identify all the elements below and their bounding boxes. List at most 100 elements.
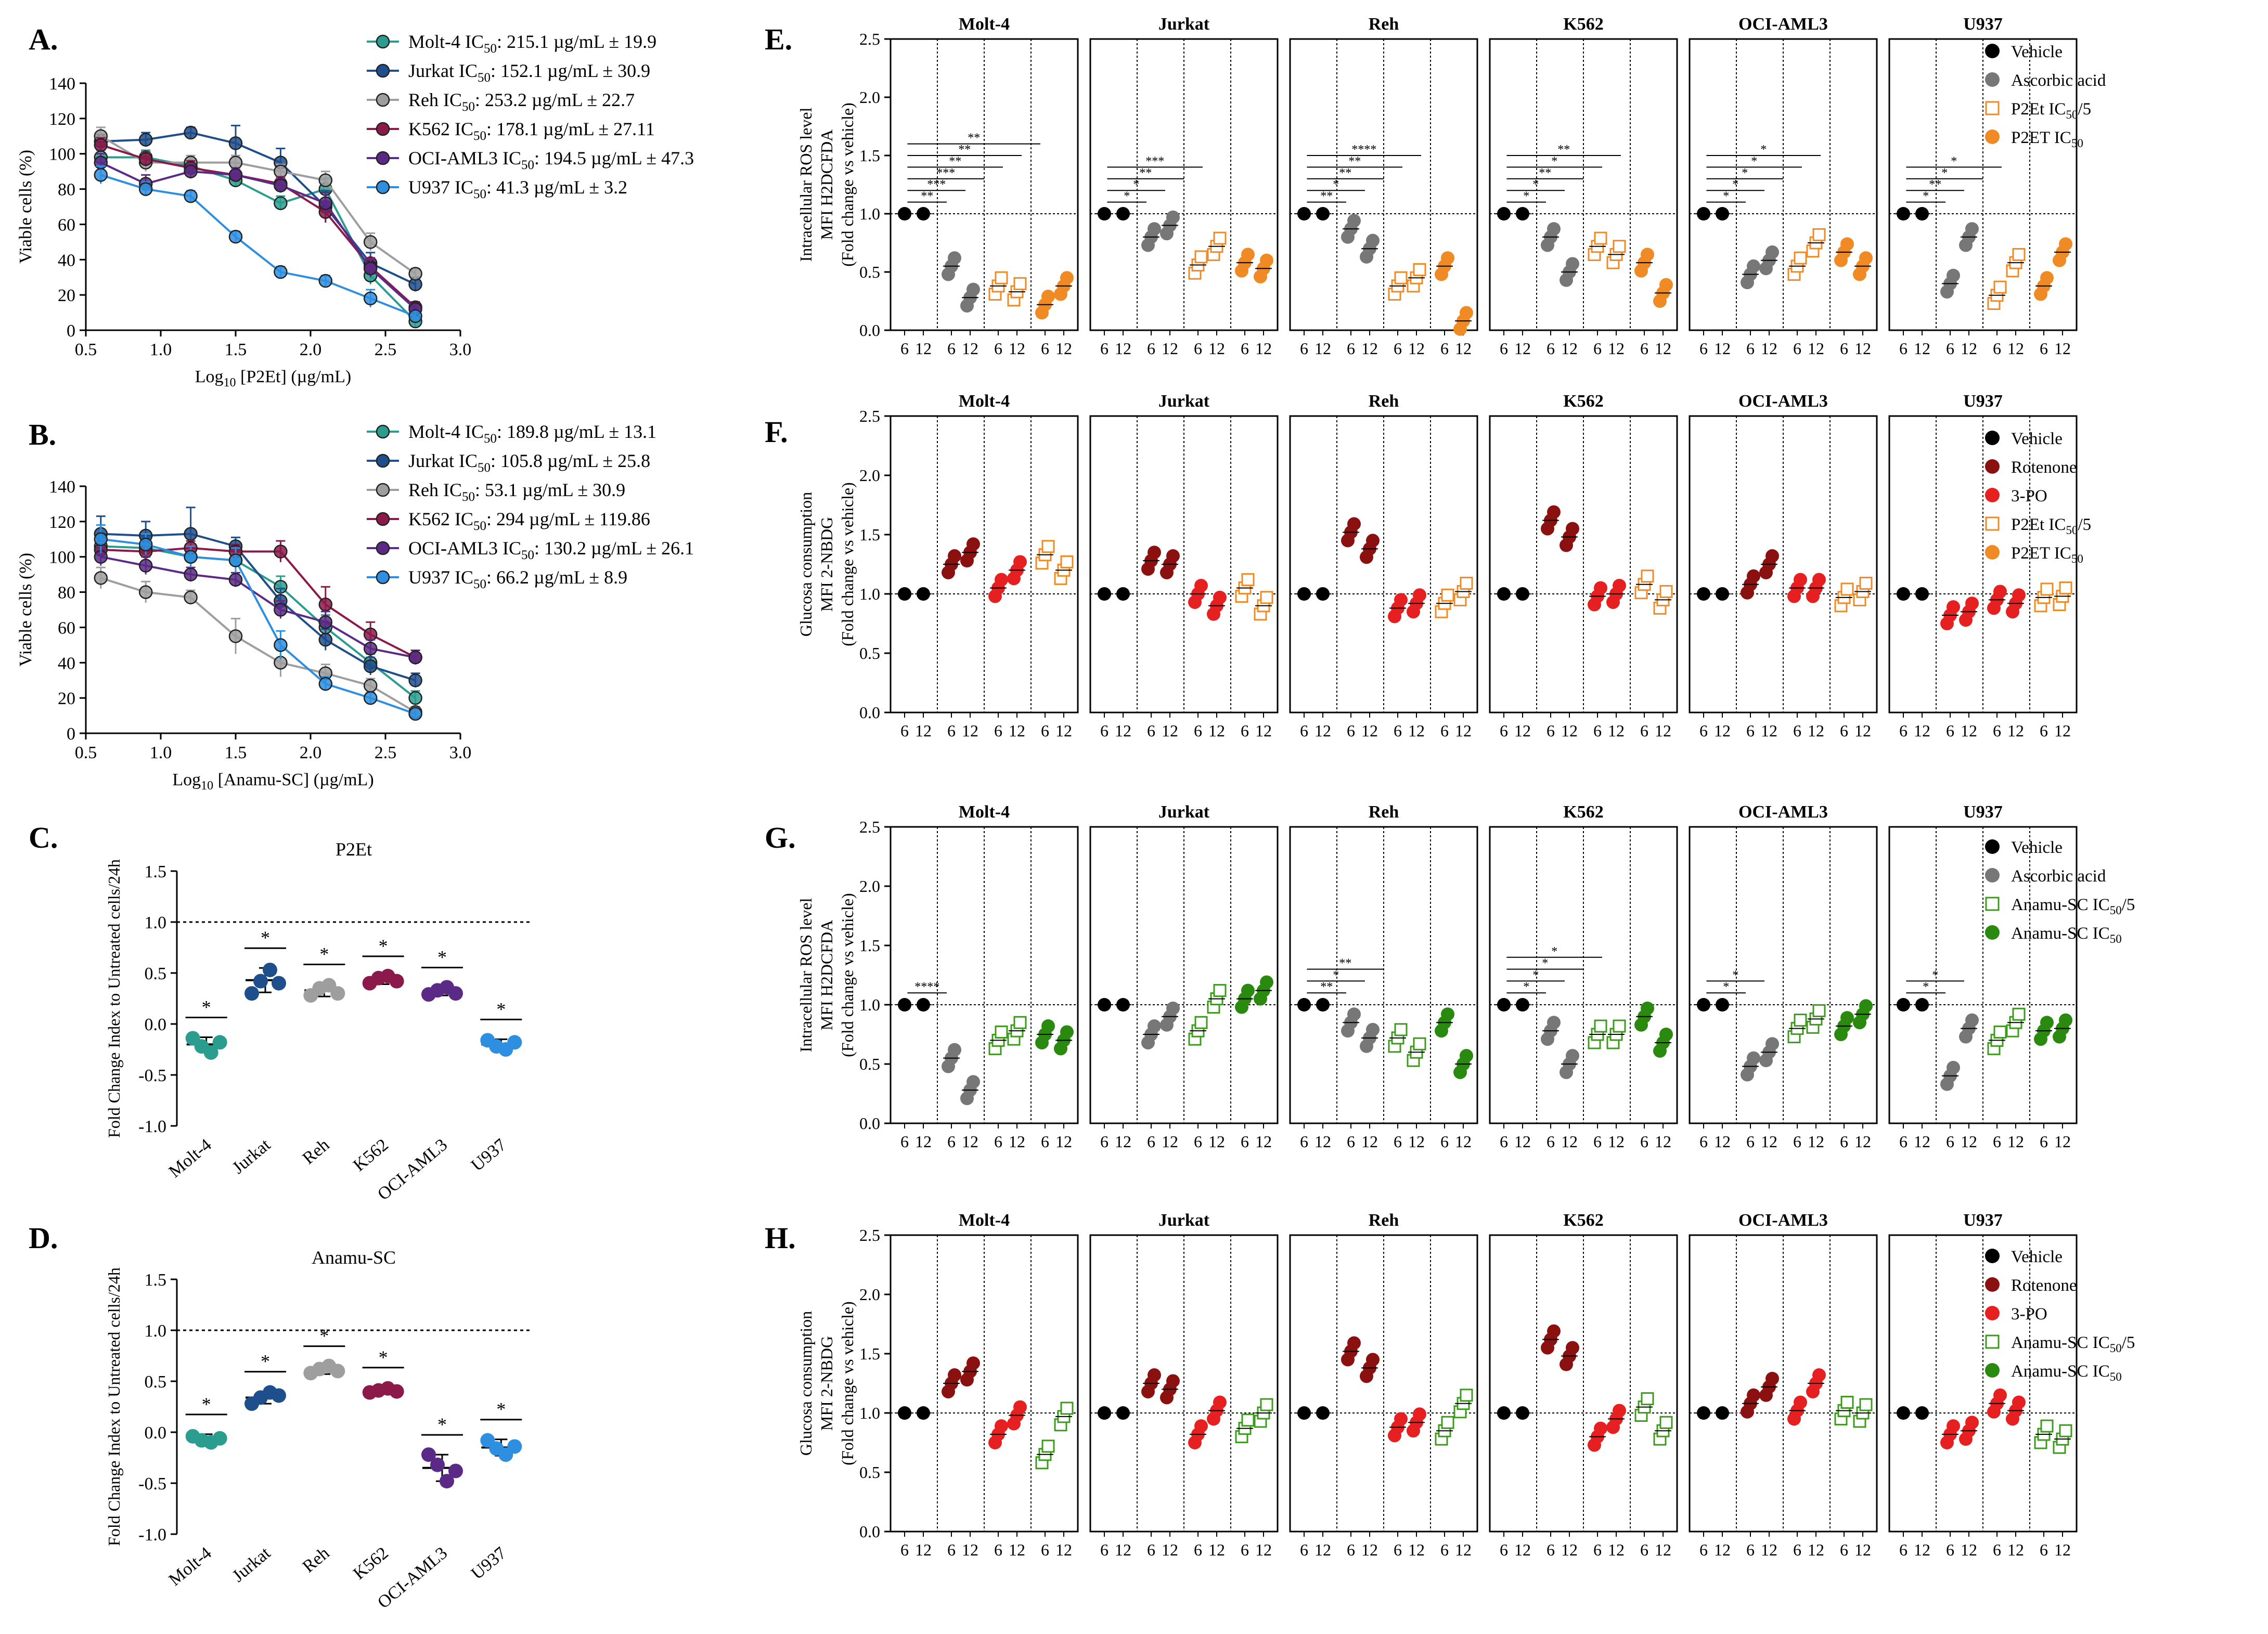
x-tick-label: 2.0 — [300, 743, 322, 762]
x-tick-label: 12 — [1854, 1540, 1871, 1559]
facet-jurkat: Jurkat 6 12 6 12 6 12 6 12 — [1089, 392, 1279, 740]
x-tick-label: 6 — [1746, 1132, 1755, 1151]
x-tick-label: 6 — [1993, 339, 2001, 358]
significance-mark: ** — [1539, 166, 1551, 180]
data-point — [1947, 1419, 1960, 1433]
significance-mark: ** — [958, 143, 971, 157]
facet-title: Jurkat — [1158, 1211, 1210, 1230]
y-tick-label: 0.0 — [859, 1522, 880, 1541]
x-tick-label: 12 — [1761, 721, 1777, 740]
facet-oci-aml3: OCI-AML3 6 12 6 12 6 12 6 12 — [1689, 1211, 1878, 1559]
data-point — [1613, 1404, 1626, 1418]
data-point — [1013, 1400, 1027, 1414]
legend-label: Anamu-SC IC50/5 — [2011, 896, 2135, 917]
y-tick-label: 0.0 — [859, 321, 880, 340]
data-point — [363, 641, 378, 656]
category-jurkat: * Jurkat — [229, 927, 286, 1178]
significance-mark: ** — [921, 190, 933, 203]
x-tick-label: 12 — [1455, 1132, 1472, 1151]
y-tick-label: 120 — [49, 513, 75, 532]
data-point — [1041, 290, 1055, 304]
data-point — [1166, 549, 1180, 563]
legend-label: Anamu-SC IC50 — [2011, 1362, 2122, 1383]
category-oci-aml3: *OCI-AML3 — [374, 946, 463, 1204]
x-tick-label: 6 — [1593, 721, 1602, 740]
x-tick-label: 12 — [1255, 721, 1272, 740]
x-tick-label: 12 — [1914, 1540, 1930, 1559]
series-line — [100, 135, 416, 275]
data-point — [1794, 251, 1807, 265]
chart-title: P2Et — [336, 839, 372, 860]
x-tick-label: 12 — [1961, 1540, 1977, 1559]
y-tick-label: 2.5 — [859, 30, 880, 48]
x-tick-label: 12 — [1009, 339, 1025, 358]
data-point — [274, 544, 288, 559]
facet-jurkat: Jurkat 6 12 6 12 6 12 6 12 — [1089, 1211, 1279, 1559]
category-reh: * Reh — [299, 1326, 345, 1576]
panel-label-c: C. — [29, 821, 58, 854]
x-tick-label: 6 — [1347, 339, 1355, 358]
x-tick-label: 6 — [1300, 1132, 1308, 1151]
x-tick-label: 6 — [2040, 1132, 2048, 1151]
significance-mark: * — [1551, 945, 1557, 958]
significance-mark: * — [1551, 154, 1557, 168]
data-point — [1594, 1421, 1607, 1435]
series-oci-aml3 — [94, 153, 422, 316]
panel-label-e: E. — [765, 22, 792, 56]
x-tick-label: 6 — [1946, 1540, 1954, 1559]
data-point — [1766, 245, 1779, 259]
data-point — [389, 974, 404, 989]
facet-frame — [890, 1234, 1079, 1533]
y-tick-label: -0.5 — [138, 1474, 166, 1494]
data-point — [2040, 582, 2054, 596]
data-point — [1747, 1388, 1760, 1402]
x-tick-label: 12 — [1714, 721, 1731, 740]
significance-mark: * — [1732, 968, 1738, 982]
data-point — [244, 986, 259, 1001]
data-point — [138, 585, 153, 599]
x-tick-label: 6 — [1899, 1540, 1908, 1559]
x-tick-label: 6 — [1100, 1132, 1109, 1151]
x-tick-label: 12 — [915, 721, 932, 740]
x-tick-label: 6 — [994, 721, 1002, 740]
data-point — [1013, 277, 1027, 290]
x-tick-label: 6 — [1840, 1132, 1848, 1151]
y-axis-label: MFI H2DCFDA — [817, 920, 836, 1030]
facet-title: K562 — [1563, 392, 1603, 411]
x-tick-label: U937 — [468, 1544, 510, 1584]
y-tick-label: 1.0 — [145, 1321, 167, 1341]
significance-mark: *** — [927, 178, 946, 191]
data-point — [1241, 248, 1255, 262]
x-tick-label: 12 — [915, 339, 932, 358]
x-tick-label: 12 — [1162, 1132, 1178, 1151]
significance-mark: * — [437, 1414, 447, 1435]
x-tick-label: 12 — [1361, 339, 1378, 358]
x-tick-label: 12 — [2054, 1540, 2071, 1559]
x-tick-label: 6 — [947, 1132, 956, 1151]
facet-frame — [1089, 415, 1279, 714]
legend-marker — [376, 424, 390, 439]
facet-title: Molt-4 — [959, 1211, 1010, 1230]
data-point — [408, 309, 422, 323]
data-point — [1859, 1398, 1873, 1411]
data-point — [318, 173, 333, 187]
x-tick-label: 12 — [2007, 721, 2024, 740]
x-tick-label: 6 — [1100, 721, 1109, 740]
data-point — [995, 1419, 1008, 1433]
y-tick-label: 1.0 — [859, 1404, 880, 1422]
facet-title: U937 — [1963, 1211, 2003, 1230]
x-tick-label: 12 — [1408, 1540, 1425, 1559]
data-point — [274, 178, 288, 193]
y-tick-label: 0 — [67, 724, 75, 744]
x-tick-label: 6 — [900, 1540, 909, 1559]
y-axis-label: Fold Change Index to Untreated cells/24h — [105, 1267, 123, 1546]
legend-label: U937 IC50: 66.2 µg/mL ± 8.9 — [408, 567, 627, 591]
data-point — [1347, 214, 1361, 228]
facet-jurkat: Jurkat 6 12 6 12 6 12 6 12 — [1089, 802, 1279, 1151]
data-point — [363, 627, 378, 642]
x-tick-label: 12 — [1561, 1132, 1578, 1151]
data-point — [1441, 1416, 1454, 1429]
